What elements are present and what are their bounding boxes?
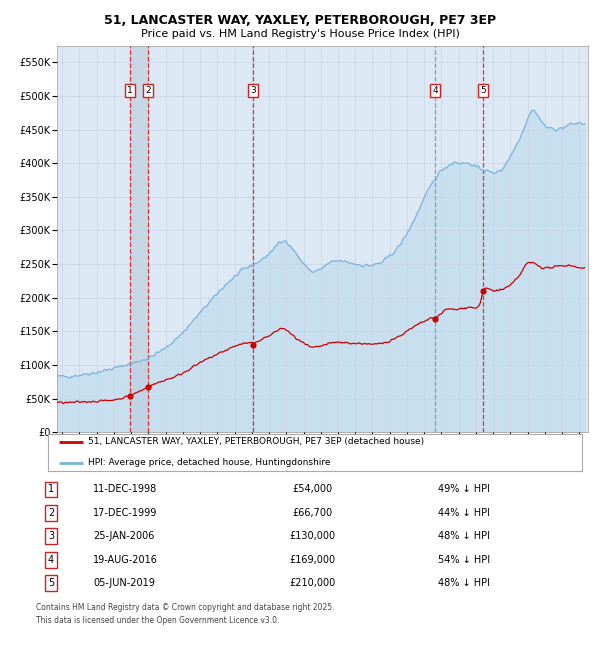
Text: 2: 2 [145,86,151,95]
Text: 51, LANCASTER WAY, YAXLEY, PETERBOROUGH, PE7 3EP (detached house): 51, LANCASTER WAY, YAXLEY, PETERBOROUGH,… [88,437,424,447]
Text: 11-DEC-1998: 11-DEC-1998 [93,484,157,495]
Text: 19-AUG-2016: 19-AUG-2016 [93,554,158,565]
Text: Price paid vs. HM Land Registry's House Price Index (HPI): Price paid vs. HM Land Registry's House … [140,29,460,39]
Text: 48% ↓ HPI: 48% ↓ HPI [438,531,490,541]
Text: 25-JAN-2006: 25-JAN-2006 [93,531,154,541]
Text: 3: 3 [250,86,256,95]
Text: 4: 4 [48,554,54,565]
Text: 5: 5 [481,86,486,95]
Text: £66,700: £66,700 [292,508,332,518]
Text: 1: 1 [127,86,133,95]
Text: £210,000: £210,000 [289,578,335,588]
Text: 48% ↓ HPI: 48% ↓ HPI [438,578,490,588]
Text: Contains HM Land Registry data © Crown copyright and database right 2025.: Contains HM Land Registry data © Crown c… [36,603,335,612]
Text: 49% ↓ HPI: 49% ↓ HPI [438,484,490,495]
Text: This data is licensed under the Open Government Licence v3.0.: This data is licensed under the Open Gov… [36,616,280,625]
Text: 17-DEC-1999: 17-DEC-1999 [93,508,157,518]
Text: HPI: Average price, detached house, Huntingdonshire: HPI: Average price, detached house, Hunt… [88,458,331,467]
Text: 05-JUN-2019: 05-JUN-2019 [93,578,155,588]
Text: 1: 1 [48,484,54,495]
Text: 4: 4 [432,86,438,95]
Text: 2: 2 [48,508,54,518]
Text: 5: 5 [48,578,54,588]
Text: 54% ↓ HPI: 54% ↓ HPI [438,554,490,565]
Bar [130,46,148,432]
Text: 44% ↓ HPI: 44% ↓ HPI [438,508,490,518]
Text: £169,000: £169,000 [289,554,335,565]
Text: 51, LANCASTER WAY, YAXLEY, PETERBOROUGH, PE7 3EP: 51, LANCASTER WAY, YAXLEY, PETERBOROUGH,… [104,14,496,27]
Text: 3: 3 [48,531,54,541]
Text: £54,000: £54,000 [292,484,332,495]
Text: £130,000: £130,000 [289,531,335,541]
